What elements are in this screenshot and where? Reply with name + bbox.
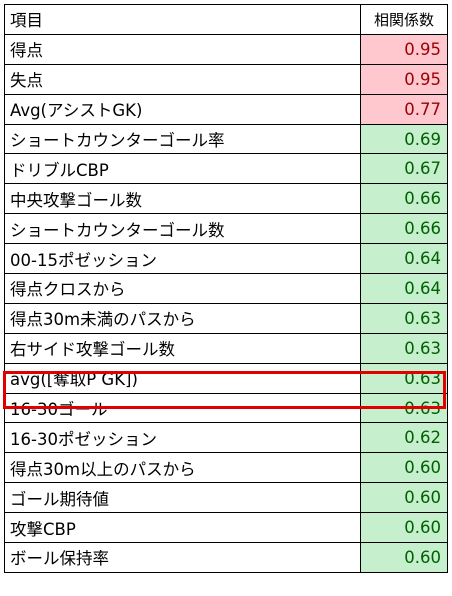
- table-row: ショートカウンターゴール数 0.66: [4, 213, 448, 245]
- table-row: ショートカウンターゴール率 0.69: [4, 123, 448, 155]
- row-label[interactable]: 得点: [4, 33, 361, 65]
- table-row: 右サイド攻撃ゴール数 0.63: [4, 332, 448, 364]
- row-label[interactable]: avg([奪取P GK]): [4, 362, 361, 394]
- table-row: ドリブルCBP 0.67: [4, 153, 448, 185]
- table-row: 攻撃CBP 0.60: [4, 512, 448, 544]
- row-label[interactable]: 攻撃CBP: [4, 512, 361, 544]
- row-correlation-value[interactable]: 0.67: [360, 153, 448, 185]
- table-row: 得点 0.95: [4, 33, 448, 65]
- table-row: 16-30ポゼッション 0.62: [4, 422, 448, 454]
- table-row: 得点クロスから 0.64: [4, 273, 448, 304]
- header-correlation[interactable]: 相関係数: [360, 4, 448, 35]
- row-correlation-value[interactable]: 0.60: [360, 452, 448, 484]
- row-correlation-value[interactable]: 0.63: [360, 392, 448, 424]
- row-correlation-value[interactable]: 0.95: [360, 33, 448, 65]
- row-correlation-value[interactable]: 0.63: [360, 332, 448, 364]
- row-correlation-value[interactable]: 0.95: [360, 63, 448, 95]
- row-label[interactable]: 得点30m未満のパスから: [4, 302, 361, 334]
- row-label[interactable]: 右サイド攻撃ゴール数: [4, 332, 361, 364]
- row-label[interactable]: Avg(アシストGK): [4, 93, 361, 125]
- table-row: 得点30m以上のパスから 0.60: [4, 452, 448, 484]
- row-label[interactable]: 00-15ポゼッション: [4, 243, 361, 275]
- table-row: 中央攻撃ゴール数 0.66: [4, 183, 448, 215]
- row-correlation-value[interactable]: 0.60: [360, 512, 448, 544]
- table-row-highlighted: avg([奪取P GK]) 0.63: [4, 362, 448, 394]
- row-label[interactable]: 得点30m以上のパスから: [4, 452, 361, 484]
- row-correlation-value[interactable]: 0.69: [360, 123, 448, 155]
- row-label[interactable]: ショートカウンターゴール率: [4, 123, 361, 155]
- row-label[interactable]: 16-30ゴール: [4, 392, 361, 424]
- row-label[interactable]: 中央攻撃ゴール数: [4, 183, 361, 215]
- row-label[interactable]: 16-30ポゼッション: [4, 422, 361, 454]
- row-correlation-value[interactable]: 0.60: [360, 542, 448, 573]
- row-correlation-value[interactable]: 0.63: [360, 302, 448, 334]
- row-correlation-value[interactable]: 0.64: [360, 243, 448, 275]
- row-label[interactable]: ボール保持率: [4, 542, 361, 573]
- table-row: ゴール期待値 0.60: [4, 482, 448, 514]
- table-row: Avg(アシストGK) 0.77: [4, 93, 448, 125]
- row-correlation-value[interactable]: 0.66: [360, 183, 448, 215]
- table-row: 得点30m未満のパスから 0.63: [4, 302, 448, 334]
- row-correlation-value[interactable]: 0.60: [360, 482, 448, 514]
- table-row: 00-15ポゼッション 0.64: [4, 243, 448, 275]
- header-row: 項目 相関係数: [4, 4, 448, 35]
- row-label[interactable]: ショートカウンターゴール数: [4, 213, 361, 245]
- table-row: 16-30ゴール 0.63: [4, 392, 448, 424]
- row-correlation-value[interactable]: 0.64: [360, 273, 448, 304]
- row-correlation-value[interactable]: 0.62: [360, 422, 448, 454]
- correlation-table: 項目 相関係数 得点 0.95 失点 0.95 Avg(アシストGK) 0.77 ショートカ…: [4, 4, 448, 573]
- row-label[interactable]: ゴール期待値: [4, 482, 361, 514]
- table-row: ボール保持率 0.60: [4, 542, 448, 573]
- header-item[interactable]: 項目: [4, 4, 361, 35]
- table-row: 失点 0.95: [4, 63, 448, 95]
- row-correlation-value[interactable]: 0.66: [360, 213, 448, 245]
- row-correlation-value[interactable]: 0.77: [360, 93, 448, 125]
- row-label[interactable]: ドリブルCBP: [4, 153, 361, 185]
- row-label[interactable]: 得点クロスから: [4, 273, 361, 304]
- row-label[interactable]: 失点: [4, 63, 361, 95]
- row-correlation-value[interactable]: 0.63: [360, 362, 448, 394]
